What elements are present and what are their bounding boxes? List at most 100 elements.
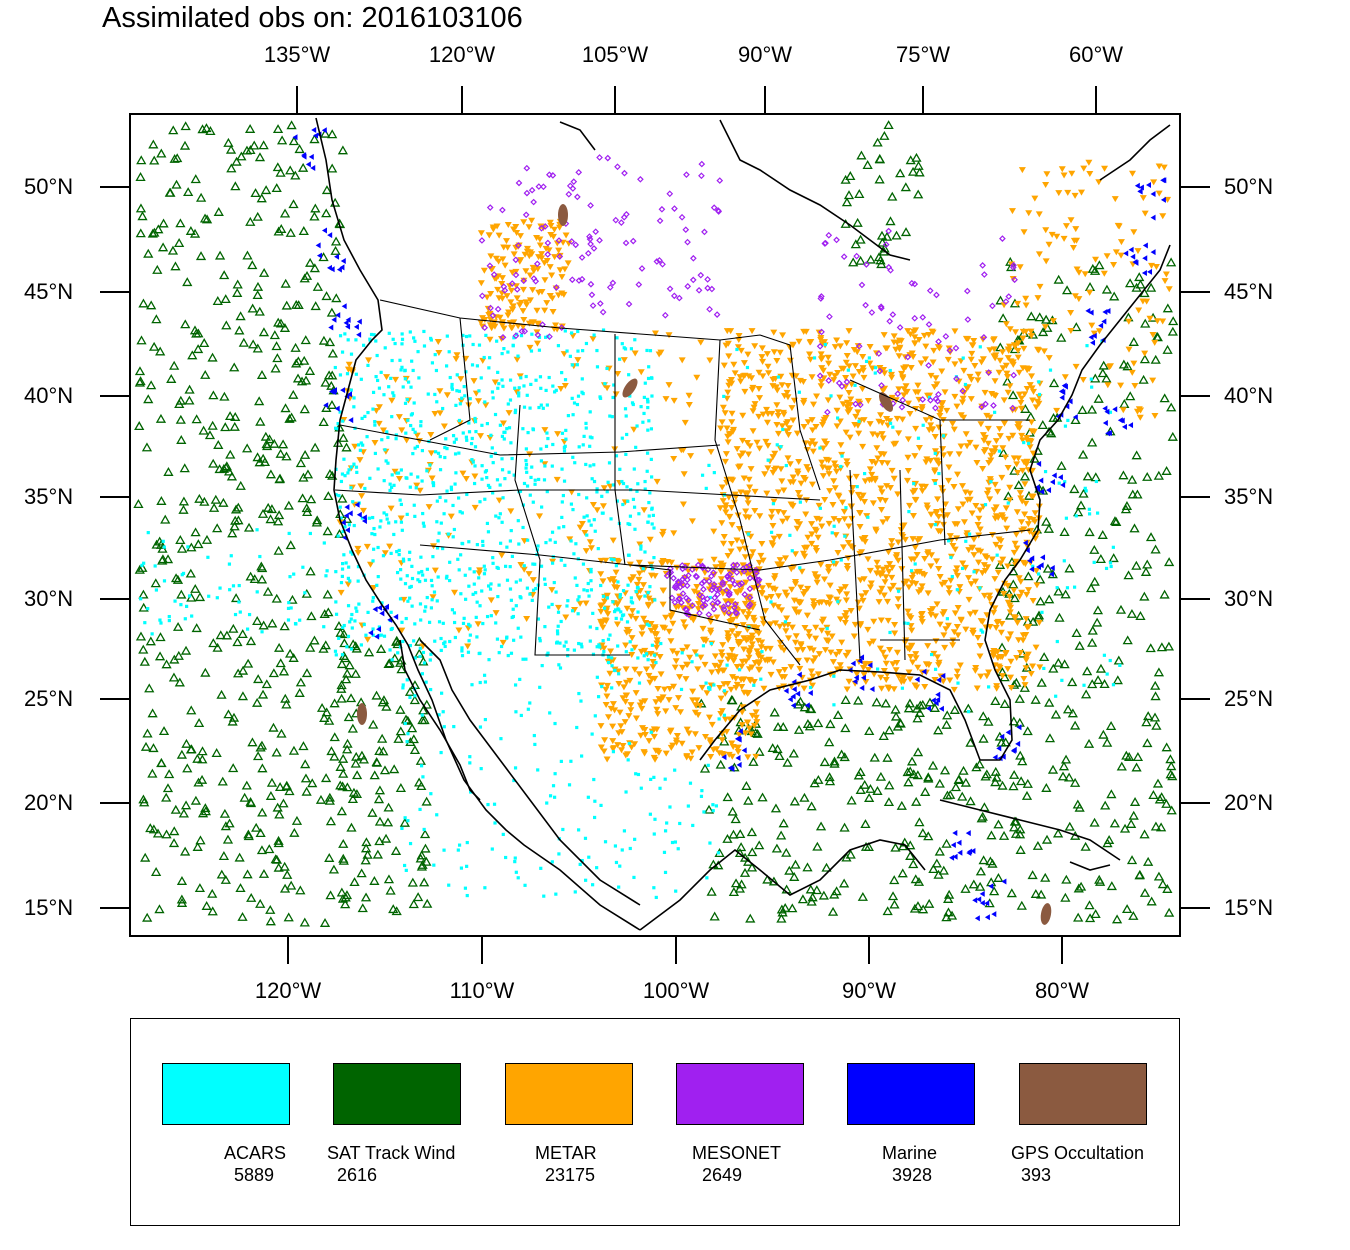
metar-marker bbox=[366, 561, 374, 568]
metar-marker bbox=[1041, 324, 1049, 331]
acars-marker bbox=[616, 644, 620, 648]
metar-marker bbox=[726, 612, 734, 619]
metar-marker bbox=[952, 569, 960, 576]
acars-marker bbox=[888, 421, 893, 425]
metar-marker bbox=[716, 505, 724, 512]
acars-marker bbox=[364, 633, 368, 637]
sat-wind-marker bbox=[1142, 738, 1153, 748]
metar-marker bbox=[763, 351, 771, 358]
metar-marker bbox=[833, 407, 841, 414]
sat-wind-marker bbox=[151, 314, 162, 324]
metar-marker bbox=[913, 569, 921, 576]
acars-marker bbox=[445, 334, 449, 338]
metar-marker bbox=[558, 274, 566, 281]
acars-marker bbox=[503, 564, 508, 568]
metar-marker bbox=[822, 456, 830, 463]
acars-marker bbox=[798, 566, 802, 570]
sat-wind-marker bbox=[379, 765, 391, 775]
mesonet-marker bbox=[689, 276, 697, 284]
mesonet-marker bbox=[587, 202, 594, 209]
acars-marker bbox=[716, 851, 721, 855]
sat-wind-marker bbox=[272, 162, 283, 172]
metar-marker bbox=[513, 356, 521, 363]
acars-marker bbox=[496, 370, 500, 374]
metar-marker bbox=[792, 633, 800, 640]
acars-marker bbox=[611, 395, 615, 400]
metar-marker bbox=[845, 523, 853, 530]
acars-marker bbox=[498, 423, 502, 427]
metar-marker bbox=[881, 654, 889, 661]
metar-marker bbox=[383, 374, 391, 381]
metar-marker bbox=[750, 678, 758, 685]
metar-marker bbox=[725, 353, 733, 360]
acars-marker bbox=[621, 588, 626, 593]
sat-wind-marker bbox=[235, 883, 246, 893]
acars-marker bbox=[591, 883, 595, 887]
metar-marker bbox=[833, 337, 841, 344]
sat-wind-marker bbox=[974, 881, 986, 891]
metar-marker bbox=[845, 328, 853, 335]
metar-marker bbox=[560, 351, 568, 358]
metar-marker bbox=[966, 439, 974, 446]
acars-marker bbox=[620, 342, 624, 346]
sat-wind-marker bbox=[1139, 887, 1151, 897]
acars-marker bbox=[462, 616, 466, 620]
sat-wind-marker bbox=[1115, 604, 1127, 614]
acars-marker bbox=[421, 521, 426, 525]
acars-marker bbox=[633, 837, 637, 841]
acars-marker bbox=[478, 604, 482, 608]
acars-marker bbox=[631, 402, 635, 407]
metar-marker bbox=[364, 636, 372, 643]
sat-wind-marker bbox=[989, 886, 1000, 896]
acars-marker bbox=[367, 516, 371, 520]
acars-marker bbox=[394, 520, 398, 524]
acars-marker bbox=[349, 352, 354, 356]
metar-marker bbox=[1032, 567, 1040, 574]
metar-marker bbox=[933, 601, 941, 608]
acars-marker bbox=[1111, 545, 1115, 549]
metar-marker bbox=[717, 695, 725, 702]
acars-marker bbox=[554, 590, 558, 594]
acars-marker bbox=[411, 452, 415, 456]
metar-marker bbox=[739, 609, 747, 616]
sat-wind-marker bbox=[891, 230, 902, 240]
metar-marker bbox=[825, 594, 833, 601]
acars-marker bbox=[1104, 566, 1109, 571]
acars-marker bbox=[405, 740, 409, 744]
metar-marker bbox=[1100, 270, 1108, 277]
acars-marker bbox=[409, 472, 413, 476]
acars-marker bbox=[536, 617, 541, 621]
sat-wind-marker bbox=[703, 804, 715, 814]
acars-marker bbox=[492, 802, 497, 806]
acars-marker bbox=[362, 622, 366, 627]
metar-marker bbox=[976, 526, 984, 533]
sat-wind-marker bbox=[1166, 805, 1177, 815]
metar-marker bbox=[891, 630, 899, 637]
metar-marker bbox=[901, 639, 909, 646]
acars-marker bbox=[553, 772, 557, 776]
mesonet-marker bbox=[623, 210, 630, 218]
acars-marker bbox=[1087, 512, 1092, 516]
metar-marker bbox=[1159, 318, 1167, 325]
acars-marker bbox=[471, 460, 475, 464]
sat-wind-marker bbox=[304, 365, 316, 375]
metar-marker bbox=[914, 389, 922, 396]
metar-marker bbox=[758, 585, 766, 592]
sat-wind-marker bbox=[193, 777, 204, 787]
acars-marker bbox=[565, 604, 569, 608]
acars-marker bbox=[583, 836, 588, 840]
acars-marker bbox=[350, 612, 354, 617]
metar-marker bbox=[793, 430, 801, 437]
metar-marker bbox=[647, 621, 655, 628]
sat-wind-marker bbox=[722, 833, 733, 843]
acars-marker bbox=[444, 437, 448, 441]
acars-marker bbox=[797, 390, 801, 394]
mesonet-marker bbox=[683, 171, 690, 179]
acars-marker bbox=[573, 890, 577, 894]
metar-marker bbox=[845, 678, 853, 685]
sat-wind-marker bbox=[999, 699, 1010, 709]
metar-marker bbox=[973, 459, 981, 466]
acars-marker bbox=[463, 886, 468, 890]
acars-marker bbox=[370, 532, 374, 536]
acars-marker bbox=[471, 342, 475, 347]
